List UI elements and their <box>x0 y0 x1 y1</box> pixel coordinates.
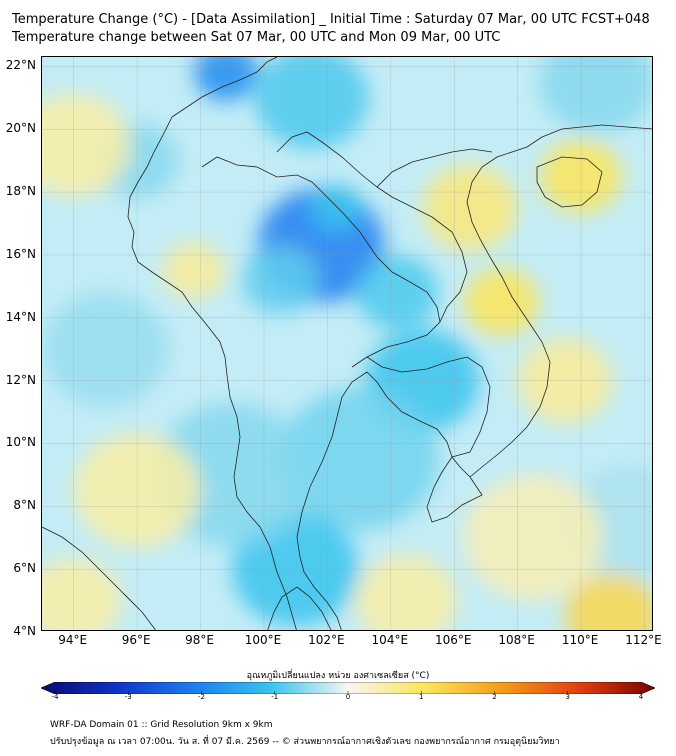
colorbar-tick: 0 <box>345 693 351 701</box>
coastline-andaman-east <box>226 374 297 630</box>
anomaly-blob-17 <box>463 267 540 337</box>
border-vietnam-china <box>376 148 493 188</box>
colorbar-tick: 4 <box>638 693 644 701</box>
map-canvas <box>42 57 652 630</box>
anomaly-blob-22 <box>42 557 122 630</box>
border-myanmar-china <box>171 57 278 118</box>
lon-label-96: 96°E <box>121 633 151 647</box>
coastline-malaysia <box>267 586 332 630</box>
lon-label-102: 102°E <box>308 633 345 647</box>
anomaly-blob-24 <box>565 573 652 630</box>
anomaly-blob-5 <box>254 57 369 150</box>
coastline-cambodia-delta <box>426 456 483 523</box>
colorbar-tick: 1 <box>419 693 424 701</box>
coastline-gulf-of-thailand <box>296 371 471 630</box>
temperature-change-map <box>41 56 653 631</box>
border-thailand <box>201 156 441 368</box>
colorbar <box>40 679 656 695</box>
lon-label-98: 98°E <box>185 633 214 647</box>
chart-subtitle: Temperature change between Sat 07 Mar, 0… <box>12 30 501 45</box>
anomaly-blob-14 <box>42 93 131 197</box>
coastline-hainan <box>536 156 603 208</box>
lon-label-110: 110°E <box>561 633 599 647</box>
coastline-vietnam <box>466 124 652 478</box>
graticule <box>42 57 652 630</box>
anomaly-blob-10 <box>42 292 169 407</box>
colorbar-tick: 2 <box>492 693 497 701</box>
colorbar-tick: 3 <box>565 693 570 701</box>
lon-label-108: 108°E <box>498 633 535 647</box>
colorbar-tick: -1 <box>271 693 279 701</box>
coastline-sumatra <box>42 526 156 630</box>
anomaly-blob-4 <box>194 57 258 102</box>
lat-label-18: 18°N <box>5 184 36 199</box>
colorbar-title: อุณหภูมิเปลี่ยนแปลง หน่วย องศาเซลเซียส (… <box>246 671 430 681</box>
lat-label-16: 16°N <box>5 246 36 261</box>
border-laos <box>276 131 468 323</box>
footer-model-info: WRF-DA Domain 01 :: Grid Resolution 9km … <box>50 720 273 730</box>
lat-label-14: 14°N <box>5 309 36 324</box>
coastlines-and-borders <box>42 57 652 630</box>
colorbar-tick: -3 <box>124 693 132 701</box>
lon-label-94: 94°E <box>58 633 88 647</box>
anomaly-blob-3 <box>355 255 439 330</box>
lat-label-22: 22°N <box>5 58 36 73</box>
lon-label-100: 100°E <box>244 633 282 647</box>
coastline-myanmar-west <box>127 116 228 376</box>
lat-label-8: 8°N <box>13 498 36 513</box>
lat-label-4: 4°N <box>13 624 36 638</box>
chart-title: Temperature Change (°C) - [Data Assimila… <box>12 12 650 27</box>
anomaly-blob-23 <box>463 474 604 601</box>
lat-label-6: 6°N <box>13 561 36 576</box>
lat-label-20: 20°N <box>5 121 36 136</box>
lat-label-10: 10°N <box>5 435 36 450</box>
anomaly-blob-7 <box>279 387 439 531</box>
lat-label-12: 12°N <box>5 372 36 387</box>
lon-label-104: 104°E <box>371 633 409 647</box>
anomaly-blob-2 <box>241 245 318 315</box>
lon-label-106: 106°E <box>434 633 472 647</box>
footer-credits: ปรับปรุงข้อมูล ณ เวลา 07:00น. วัน ส. ที่… <box>50 737 560 747</box>
anomaly-blob-12 <box>539 57 652 134</box>
colorbar-tickmarks <box>54 691 642 694</box>
anomaly-blob-15 <box>162 242 226 300</box>
anomaly-blob-16 <box>422 165 518 251</box>
colorbar-tick: -2 <box>198 693 205 701</box>
anomaly-blob-1 <box>311 184 363 231</box>
colorbar-tick: -4 <box>51 693 59 701</box>
border-cambodia <box>366 356 491 458</box>
lon-label-112: 112°E <box>625 633 662 647</box>
anomaly-blob-20 <box>355 554 458 630</box>
